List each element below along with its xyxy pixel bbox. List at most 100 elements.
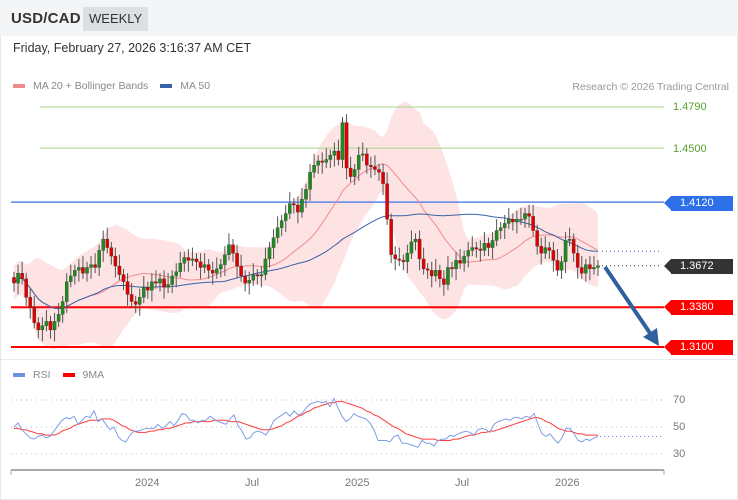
level-tag-pivot: 1.4120: [664, 196, 733, 211]
candle-bear: [243, 275, 247, 284]
candle-bull: [267, 247, 272, 260]
candle-bear: [438, 270, 442, 279]
candle-bull: [182, 257, 187, 264]
candle-bear: [320, 160, 324, 163]
legend-label: MA 20 + Bollinger Bands: [33, 80, 149, 92]
candle-bear: [397, 258, 402, 261]
candle-bear: [588, 264, 592, 270]
candle-bull: [356, 155, 361, 170]
candle-bull: [150, 281, 154, 291]
candle-bull: [251, 274, 256, 281]
candle-bull: [215, 268, 219, 274]
bollinger-band: [14, 101, 598, 350]
candle-bear: [555, 260, 560, 271]
rsi-legend: RSI 9MA: [13, 369, 116, 381]
candle-bull: [596, 265, 600, 268]
candle-bear: [206, 264, 211, 271]
candle-bear: [377, 169, 381, 173]
candle-bear: [235, 253, 239, 267]
candle-bear: [539, 246, 543, 254]
candle-bear: [48, 321, 53, 331]
candle-bull: [567, 238, 572, 241]
candle-bull: [316, 160, 320, 166]
candle-bear: [12, 277, 16, 284]
candle-bear: [239, 265, 243, 277]
x-tick-2024: 2024: [135, 477, 160, 489]
candle-bull: [190, 258, 195, 261]
rsi-9ma-line: [14, 400, 598, 441]
candle-bear: [146, 287, 150, 291]
candle-bear: [417, 238, 422, 260]
panel-divider: [0, 359, 738, 360]
legend-label: 9MA: [82, 369, 105, 381]
candle-bear: [32, 307, 37, 323]
candle-bull: [405, 253, 410, 262]
level-tag-s2: 1.3100: [664, 340, 733, 355]
candle-bear: [425, 268, 430, 271]
candle-bear: [551, 250, 556, 261]
candle-bull: [304, 189, 308, 200]
candle-bear: [186, 257, 191, 261]
chart-header: USD/CAD WEEKLY: [0, 0, 738, 36]
candle-bear: [531, 216, 535, 231]
candle-bear: [511, 219, 515, 223]
candle-bull: [592, 267, 596, 270]
candle-bear: [20, 272, 24, 279]
candle-bear: [154, 281, 158, 284]
legend-item-9ma: 9MA: [62, 369, 105, 381]
candle-bear: [105, 238, 110, 248]
candle-bear: [369, 165, 373, 167]
candle-bear: [255, 274, 260, 277]
candle-bull: [563, 240, 568, 262]
candle-bull: [263, 258, 268, 275]
symbol-title: USD/CAD: [11, 10, 81, 27]
candle-bull: [223, 254, 227, 265]
candle-bull: [519, 219, 523, 221]
x-tick-2025: 2025: [345, 477, 370, 489]
candle-bull: [523, 213, 527, 220]
level-label-r2: 1.4790: [673, 101, 707, 113]
candle-bear: [194, 258, 199, 262]
candle-bull: [97, 250, 101, 268]
last-price-tag: 1.3672: [664, 259, 733, 274]
candle-bull: [434, 270, 438, 277]
candle-bull: [308, 172, 312, 190]
candle-bear: [442, 278, 446, 285]
candle-bear: [458, 260, 462, 264]
candle-bull: [466, 250, 470, 257]
candle-bull: [89, 264, 93, 268]
candle-bear: [210, 270, 215, 274]
candle-bull: [494, 230, 499, 241]
candle-bear: [429, 270, 434, 277]
candle-bear: [393, 254, 397, 260]
candle-bull: [73, 270, 77, 277]
candle-bull: [271, 237, 276, 248]
rsi-line: [13, 397, 599, 448]
candle-bear: [535, 230, 539, 247]
candle-bear: [365, 153, 369, 166]
rsi-tick-30: 30: [673, 448, 686, 460]
candle-bull: [446, 267, 450, 285]
candle-bull: [361, 153, 365, 156]
9ma-swatch-icon: [62, 373, 75, 377]
candle-bull: [259, 274, 264, 277]
candle-bull: [515, 219, 519, 223]
candle-bull: [69, 275, 73, 282]
period-badge[interactable]: WEEKLY: [83, 7, 149, 31]
candle-bear: [486, 243, 491, 248]
candle-bull: [288, 203, 292, 214]
candle-bull: [584, 264, 588, 274]
candle-bear: [296, 204, 300, 213]
candle-bear: [421, 258, 426, 270]
candle-bull: [85, 267, 89, 274]
candle-bear: [348, 167, 353, 177]
ma50-line: [13, 213, 599, 310]
candle-bear: [575, 253, 580, 268]
candle-bear: [24, 278, 28, 298]
candle-bear: [93, 264, 97, 268]
candle-bull: [219, 264, 223, 270]
candle-bear: [162, 278, 166, 288]
candle-bear: [292, 203, 296, 206]
candle-bull: [283, 213, 288, 221]
candle-bull: [137, 297, 142, 305]
